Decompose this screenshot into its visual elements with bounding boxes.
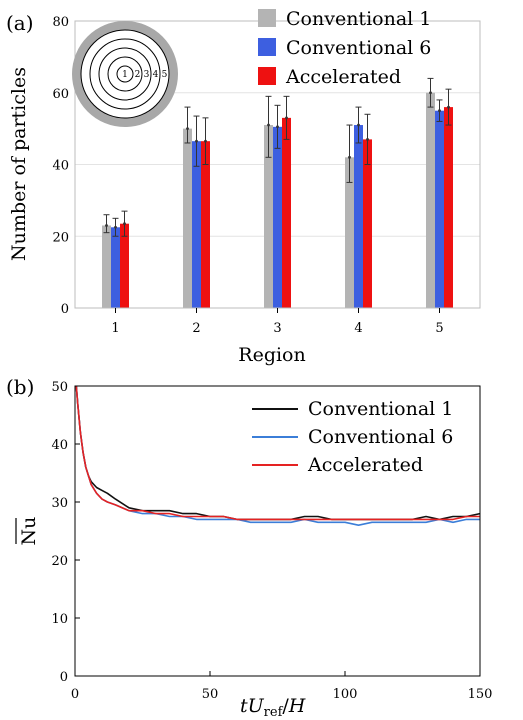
bar-chart-x-tick-label-2: 2 <box>192 321 200 336</box>
bar-conventional-6-region-4 <box>354 125 363 308</box>
line-chart-x-tick-label-50: 50 <box>202 687 219 702</box>
line-chart-frame <box>74 385 481 677</box>
line-series-accelerated <box>75 385 480 521</box>
bar-mean-marker-accelerated-region-1 <box>123 222 126 226</box>
bar-accelerated-region-4 <box>363 139 372 308</box>
line-chart-y-label-text: Nu <box>18 517 40 546</box>
bar-conventional-1-region-3 <box>264 125 273 308</box>
bar-chart-legend: Conventional 1 Conventional 6 Accelerate… <box>258 8 431 88</box>
bar-chart-x-label: Region <box>238 344 305 366</box>
bar-accelerated-region-5 <box>444 107 453 308</box>
bar-mean-marker-accelerated-region-2 <box>204 139 207 143</box>
bar-chart-y-label: Number of particles <box>8 67 30 261</box>
legend-label-accelerated: Accelerated <box>307 454 423 476</box>
bar-accelerated-region-3 <box>282 117 291 308</box>
legend-label-conventional-6: Conventional 6 <box>308 426 453 448</box>
panel-b-line-chart: (b) 0 10 20 30 40 50 0 50 100 150 tUref/H Nu Con… <box>6 375 492 720</box>
inset-region-1-circle <box>116 65 134 83</box>
bar-chart-y-tick-label-20: 20 <box>52 230 69 245</box>
bar-mean-marker-conventional-6-region-2 <box>195 139 198 143</box>
bar-mean-marker-conventional-6-region-4 <box>357 123 360 127</box>
line-chart-y-tick-label-20: 20 <box>51 554 68 569</box>
bar-chart-x-ticks: 1 2 3 4 5 <box>111 308 444 336</box>
line-chart-y-tick-label-10: 10 <box>51 612 68 627</box>
bar-mean-marker-conventional-1-region-2 <box>186 127 189 131</box>
bar-chart-y-tick-label-80: 80 <box>52 15 69 30</box>
region-ring-inset: 1 2 3 4 5 <box>72 21 178 127</box>
bar-conventional-6-region-1 <box>111 227 120 308</box>
legend-label-accelerated: Accelerated <box>285 66 401 88</box>
bar-mean-marker-conventional-6-region-1 <box>114 225 117 229</box>
bar-conventional-6-region-5 <box>435 110 444 308</box>
line-chart-y-tick-label-30: 30 <box>51 496 68 511</box>
bar-chart-x-tick-label-5: 5 <box>435 321 443 336</box>
bar-mean-marker-conventional-6-region-3 <box>276 125 279 129</box>
line-chart-y-ticks: 0 10 20 30 40 50 <box>51 380 80 685</box>
line-chart-series <box>75 385 481 527</box>
inset-label-5: 5 <box>162 70 168 80</box>
bar-mean-marker-conventional-1-region-1 <box>105 224 108 227</box>
line-chart-x-tick-label-150: 150 <box>468 687 493 702</box>
inset-label-4: 4 <box>153 70 159 80</box>
panel-a-label: (a) <box>6 11 34 35</box>
bar-chart-y-tick-label-40: 40 <box>52 159 69 174</box>
inset-label-1: 1 <box>122 70 128 80</box>
line-chart-x-tick-label-100: 100 <box>333 687 358 702</box>
bar-chart-y-tick-label-60: 60 <box>52 87 69 102</box>
legend-swatch-accelerated <box>258 67 276 85</box>
bar-mean-marker-accelerated-region-4 <box>366 137 369 141</box>
bar-chart-y-tick-label-0: 0 <box>61 302 69 317</box>
line-chart-y-label: Nu <box>15 517 40 546</box>
bar-chart-x-tick-label-1: 1 <box>111 321 119 336</box>
bar-accelerated-region-1 <box>120 223 129 308</box>
inset-label-2: 2 <box>135 70 141 80</box>
bar-mean-marker-accelerated-region-5 <box>447 105 450 109</box>
bar-accelerated-region-2 <box>201 141 210 308</box>
inset-region-2-circle <box>107 56 143 92</box>
line-chart-y-tick-label-0: 0 <box>60 670 68 685</box>
bar-mean-marker-accelerated-region-3 <box>285 116 288 120</box>
inset-label-3: 3 <box>144 70 150 80</box>
bar-mean-marker-conventional-1-region-4 <box>348 155 351 159</box>
bar-mean-marker-conventional-6-region-5 <box>438 109 441 113</box>
bar-conventional-6-region-3 <box>273 126 282 308</box>
line-chart-legend: Conventional 1 Conventional 6 Accelerate… <box>252 398 453 476</box>
bar-conventional-1-region-1 <box>102 225 111 308</box>
panel-b-label: (b) <box>6 375 34 399</box>
inset-region-5-circle <box>80 29 170 119</box>
bar-chart-x-tick-label-3: 3 <box>273 321 281 336</box>
legend-label-conventional-6: Conventional 6 <box>286 37 431 59</box>
inset-region-4-circle <box>89 38 161 110</box>
line-chart-x-ticks: 0 50 100 150 <box>71 671 493 702</box>
bar-chart-x-tick-label-4: 4 <box>354 321 362 336</box>
bar-conventional-1-region-2 <box>183 128 192 308</box>
legend-label-conventional-1: Conventional 1 <box>286 8 431 30</box>
line-chart-x-tick-label-0: 0 <box>71 687 79 702</box>
bar-conventional-6-region-2 <box>192 141 201 308</box>
line-chart-y-tick-label-50: 50 <box>51 380 68 395</box>
bar-mean-marker-conventional-1-region-5 <box>429 91 432 95</box>
line-chart-y-tick-label-40: 40 <box>51 438 68 453</box>
bar-chart-bars <box>102 92 453 308</box>
bar-mean-marker-conventional-1-region-3 <box>267 123 270 127</box>
inset-region-3-circle <box>98 47 152 101</box>
bar-chart-y-ticks: 0 20 40 60 80 <box>52 15 69 317</box>
bar-conventional-1-region-4 <box>345 157 354 308</box>
legend-swatch-conventional-1 <box>258 9 276 27</box>
legend-swatch-conventional-6 <box>258 38 276 56</box>
bar-conventional-1-region-5 <box>426 92 435 308</box>
bar-chart-error-bars <box>103 77 452 237</box>
line-chart-x-label: tUref/H <box>240 695 306 720</box>
legend-label-conventional-1: Conventional 1 <box>308 398 453 420</box>
